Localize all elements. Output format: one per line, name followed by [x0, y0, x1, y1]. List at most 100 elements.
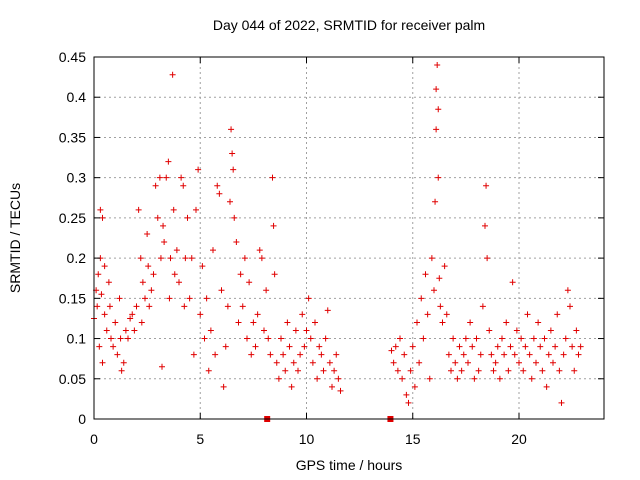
y-tick-label: 0.4: [67, 89, 87, 105]
x-tick-label: 15: [405, 431, 421, 447]
data-point: [437, 303, 444, 310]
data-point: [105, 279, 112, 286]
data-point: [205, 367, 212, 374]
data-point: [571, 367, 578, 374]
y-axis-label: SRMTID / TECUs: [7, 183, 23, 293]
data-point: [288, 383, 295, 390]
data-point: [161, 239, 168, 246]
data-point: [114, 351, 121, 358]
data-point: [256, 247, 263, 254]
data-point: [433, 86, 440, 93]
data-point: [435, 106, 442, 113]
data-point: [473, 335, 480, 342]
x-axis-label: GPS time / hours: [296, 457, 403, 473]
data-point: [263, 287, 270, 294]
y-tick-label: 0.15: [59, 290, 86, 306]
data-point: [434, 62, 441, 69]
data-point: [292, 327, 299, 334]
data-point: [541, 335, 548, 342]
data-point: [573, 327, 580, 334]
data-point: [210, 247, 216, 254]
data-point: [390, 359, 397, 366]
data-point: [309, 359, 316, 366]
data-point: [278, 335, 284, 342]
data-point: [286, 343, 293, 350]
data-point: [228, 126, 235, 133]
data-point: [203, 295, 210, 302]
data-point: [110, 343, 117, 350]
y-tick-label: 0.25: [59, 210, 86, 226]
data-point: [233, 239, 240, 246]
data-point: [199, 263, 206, 270]
data-point: [127, 315, 134, 322]
data-point: [409, 343, 416, 350]
data-point: [397, 335, 403, 342]
data-point: [166, 295, 173, 302]
data-point: [496, 375, 503, 382]
data-point: [560, 351, 567, 358]
data-point: [150, 271, 157, 278]
data-point: [452, 359, 459, 366]
data-point: [301, 343, 308, 350]
data-point: [331, 367, 338, 374]
data-point: [320, 367, 327, 374]
data-point: [479, 303, 486, 310]
data-point: [160, 222, 167, 229]
data-point: [273, 359, 280, 366]
data-point: [460, 351, 467, 358]
data-point: [314, 375, 321, 382]
data-point: [505, 367, 512, 374]
data-point: [250, 319, 257, 326]
data-point: [435, 174, 442, 181]
data-point: [282, 367, 289, 374]
x-tick-label: 10: [299, 431, 315, 447]
data-point: [552, 343, 559, 350]
data-point: [445, 351, 452, 358]
data-point: [125, 335, 131, 342]
y-tick-label: 0: [78, 411, 86, 427]
data-point: [157, 255, 164, 262]
data-point: [556, 367, 563, 374]
data-point: [441, 263, 448, 270]
data-point: [186, 295, 193, 302]
data-point: [118, 367, 125, 374]
data-point: [280, 351, 287, 358]
data-point: [135, 206, 142, 213]
data-point: [471, 375, 478, 382]
data-point: [239, 303, 246, 310]
data-point: [462, 335, 469, 342]
data-point: [477, 351, 484, 358]
data-point: [99, 359, 106, 366]
data-point: [248, 351, 255, 358]
data-point: [567, 303, 573, 310]
data-point: [411, 383, 418, 390]
data-point: [207, 327, 214, 334]
data-point: [305, 295, 312, 302]
data-point: [139, 279, 146, 286]
data-point: [212, 351, 219, 358]
data-point: [524, 311, 531, 318]
x-tick-label: 5: [196, 431, 204, 447]
data-point: [176, 279, 182, 286]
data-point: [98, 291, 105, 298]
data-point: [246, 279, 253, 286]
data-point: [101, 263, 108, 270]
data-point: [416, 359, 423, 366]
data-point: [144, 230, 151, 237]
data-point: [436, 275, 443, 282]
data-point: [193, 206, 199, 213]
data-point: [94, 303, 101, 310]
data-point: [543, 383, 550, 390]
data-point: [577, 343, 584, 350]
data-point: [467, 319, 474, 326]
data-point: [528, 375, 535, 382]
data-point: [333, 351, 340, 358]
data-point: [178, 174, 185, 181]
data-point: [401, 351, 408, 358]
data-point: [537, 343, 544, 350]
data-point: [484, 255, 491, 262]
y-tick-label: 0.45: [59, 49, 86, 65]
data-point: [303, 327, 310, 334]
data-point: [171, 271, 178, 278]
data-point: [195, 166, 202, 173]
